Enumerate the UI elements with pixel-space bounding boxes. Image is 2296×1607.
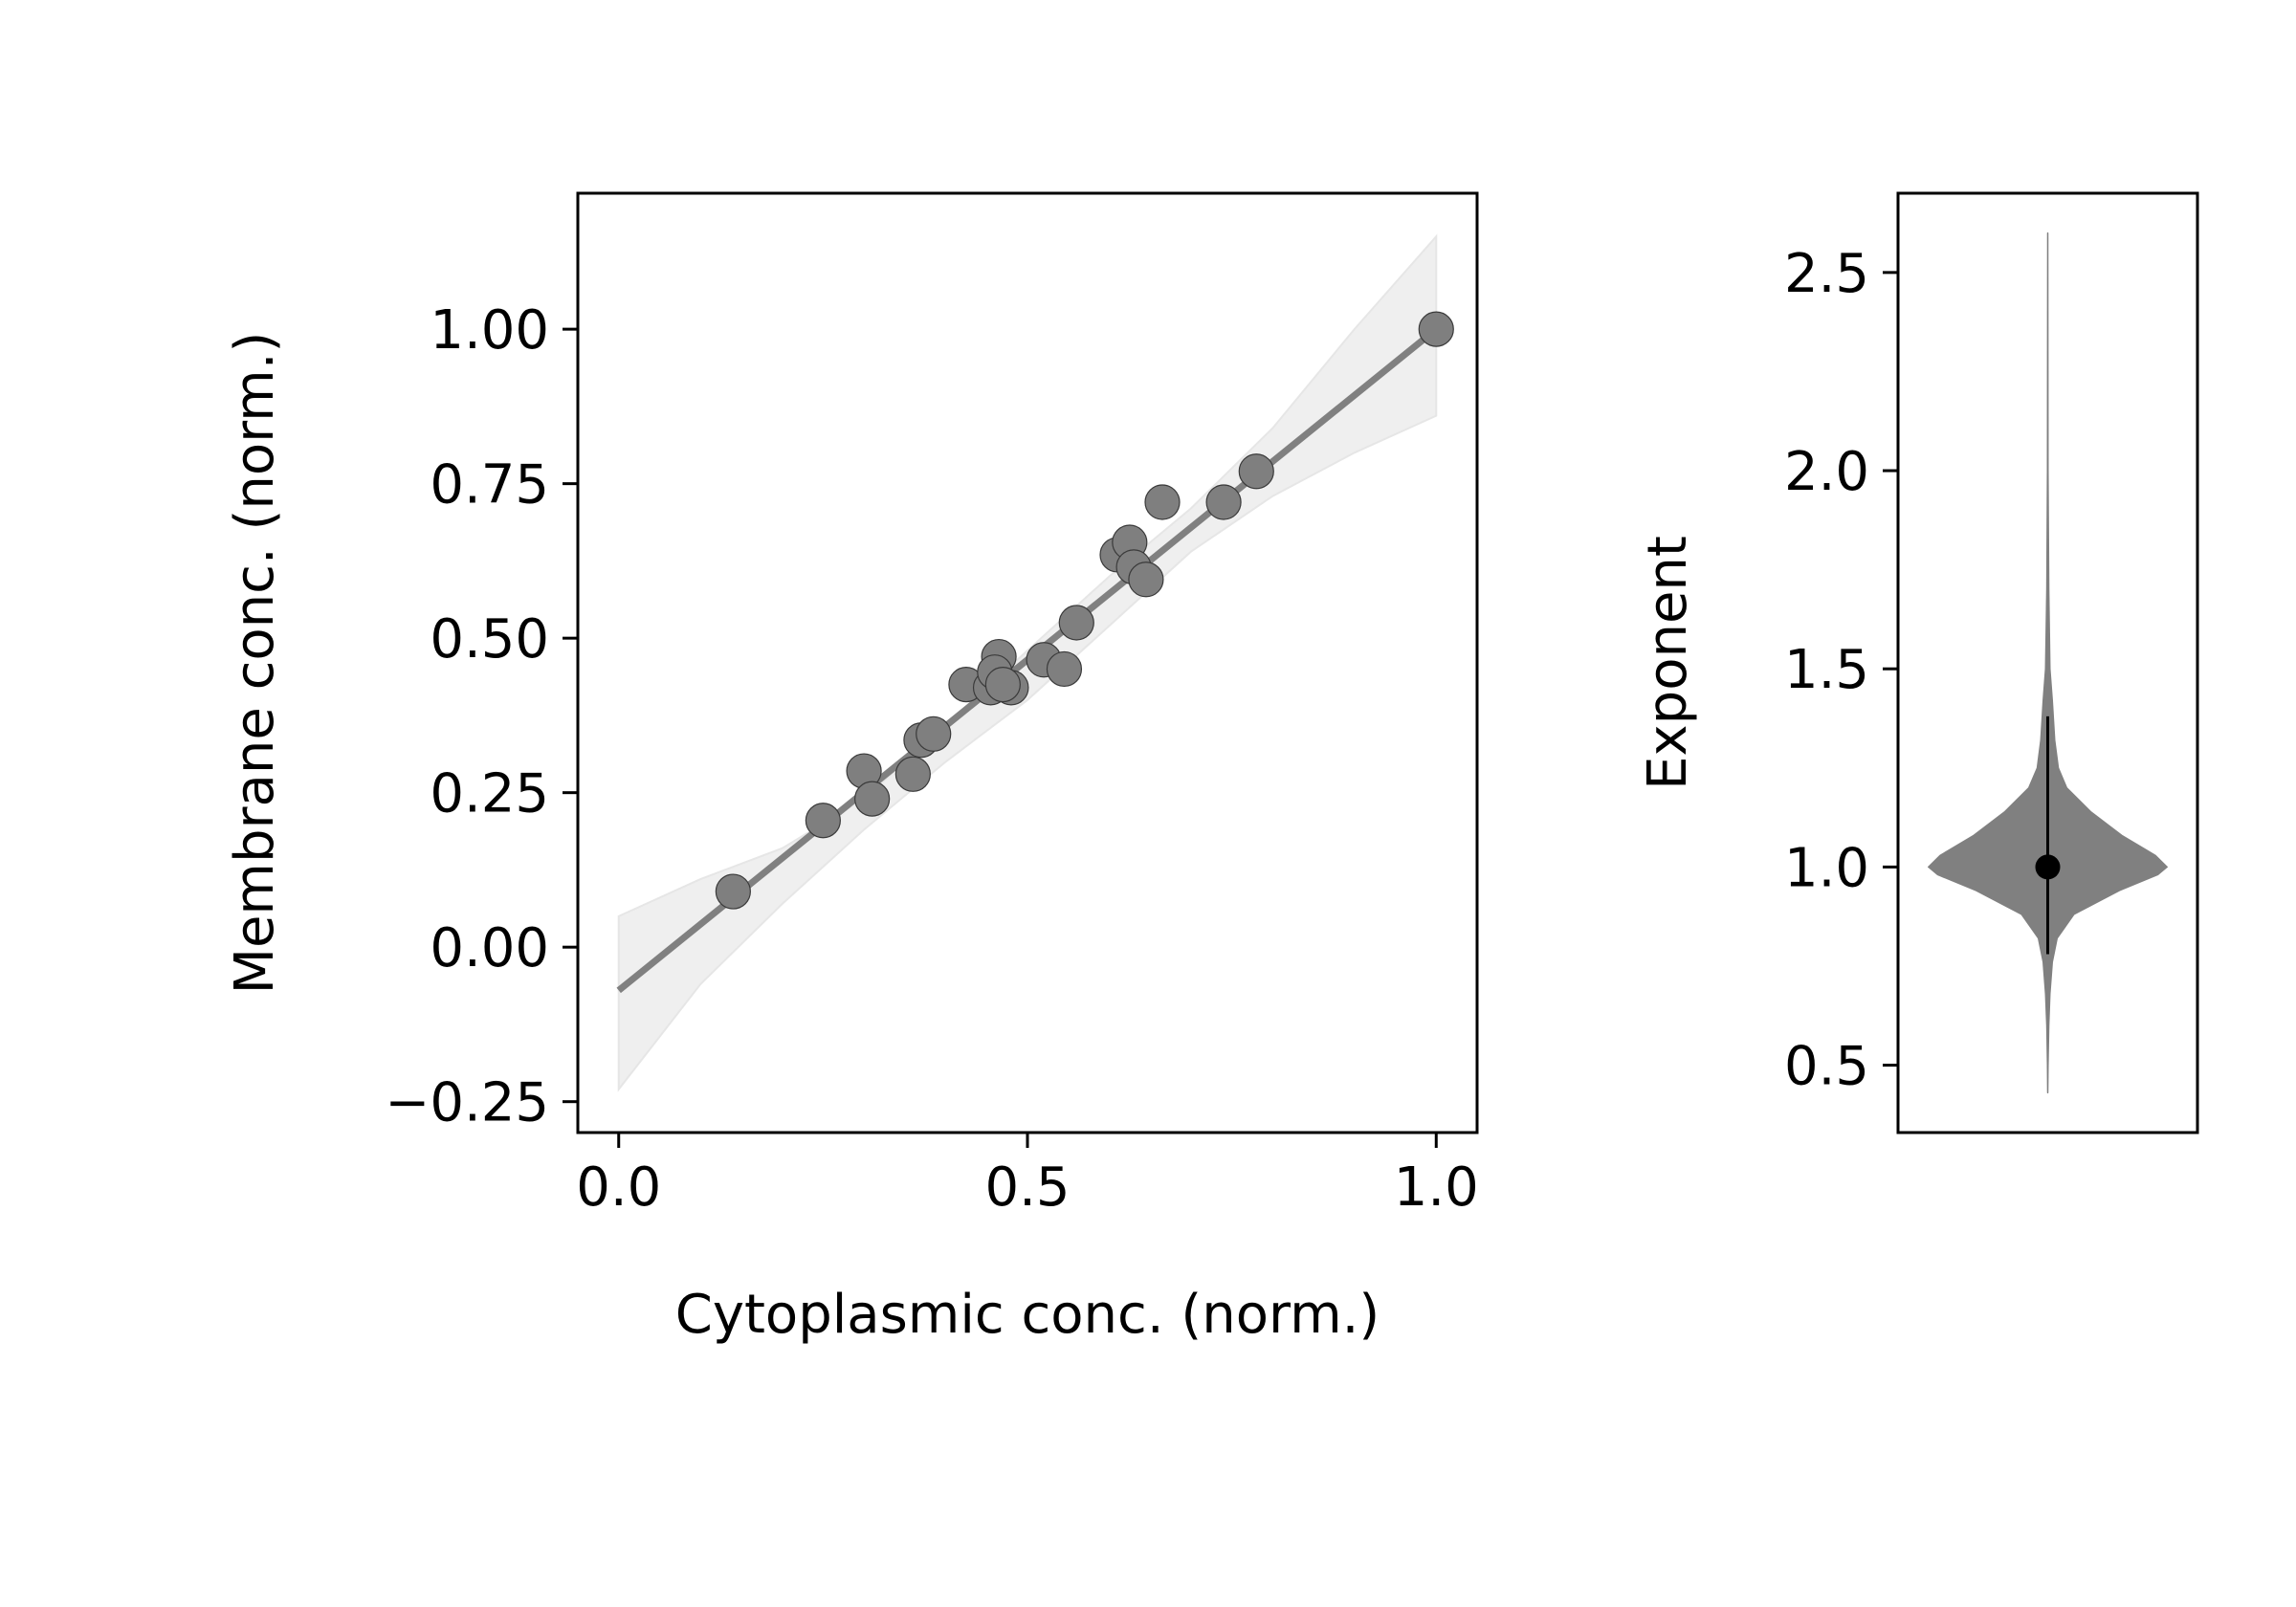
scatter-point bbox=[805, 803, 841, 839]
scatter-point bbox=[1238, 453, 1274, 490]
y-tick-label: 1.00 bbox=[430, 299, 549, 362]
scatter-point bbox=[1144, 484, 1181, 520]
violin-y-tick-label: 1.0 bbox=[1784, 837, 1869, 899]
scatter-point bbox=[1205, 484, 1242, 520]
x-tick-label: 1.0 bbox=[1394, 1156, 1479, 1219]
violin-y-tick-label: 2.0 bbox=[1784, 441, 1869, 503]
scatter-point bbox=[916, 715, 952, 752]
scatter-point bbox=[984, 667, 1021, 703]
violin-plot-area bbox=[1928, 231, 2168, 1094]
x-tick-label: 0.5 bbox=[984, 1156, 1070, 1219]
scatter-point bbox=[1418, 311, 1454, 347]
scatter-point bbox=[854, 781, 891, 817]
violin-median-marker bbox=[2035, 854, 2061, 880]
scatter-point bbox=[1046, 650, 1083, 688]
scatter-y-axis-label: Membrane conc. (norm.) bbox=[224, 332, 286, 995]
scatter-point bbox=[894, 756, 931, 792]
violin-y-ticks: 0.5 1.0 1.5 2.0 2.5 bbox=[1784, 243, 1898, 1098]
violin-panel: 0.5 1.0 1.5 2.0 2.5 Exponent bbox=[1637, 191, 2199, 1134]
y-tick-label: 0.75 bbox=[430, 454, 549, 517]
scatter-x-ticks: 0.0 0.5 1.0 bbox=[576, 1133, 1479, 1219]
scatter-plot-area bbox=[616, 233, 1454, 1092]
violin-y-tick-label: 2.5 bbox=[1784, 243, 1869, 305]
scatter-y-ticks: −0.25 0.00 0.25 0.50 0.75 1.00 bbox=[385, 299, 578, 1134]
y-tick-label: 0.50 bbox=[430, 608, 549, 671]
violin-y-tick-label: 1.5 bbox=[1784, 639, 1869, 701]
scatter-point bbox=[715, 873, 751, 910]
scatter-point bbox=[1058, 605, 1094, 641]
violin-y-tick-label: 0.5 bbox=[1784, 1036, 1869, 1098]
y-tick-label: −0.25 bbox=[385, 1072, 549, 1134]
scatter-point bbox=[1128, 561, 1164, 598]
x-tick-label: 0.0 bbox=[576, 1156, 661, 1219]
violin-y-axis-label: Exponent bbox=[1637, 536, 1699, 790]
y-tick-label: 0.25 bbox=[430, 763, 549, 826]
y-tick-label: 0.00 bbox=[430, 917, 549, 980]
violin-axes-frame bbox=[1896, 191, 2199, 1134]
scatter-x-axis-label: Cytoplasmic conc. (norm.) bbox=[675, 1284, 1380, 1346]
scatter-panel: 0.0 0.5 1.0 −0.25 0.00 0.25 0.50 0.75 1.00 Cyto… bbox=[224, 191, 1479, 1346]
